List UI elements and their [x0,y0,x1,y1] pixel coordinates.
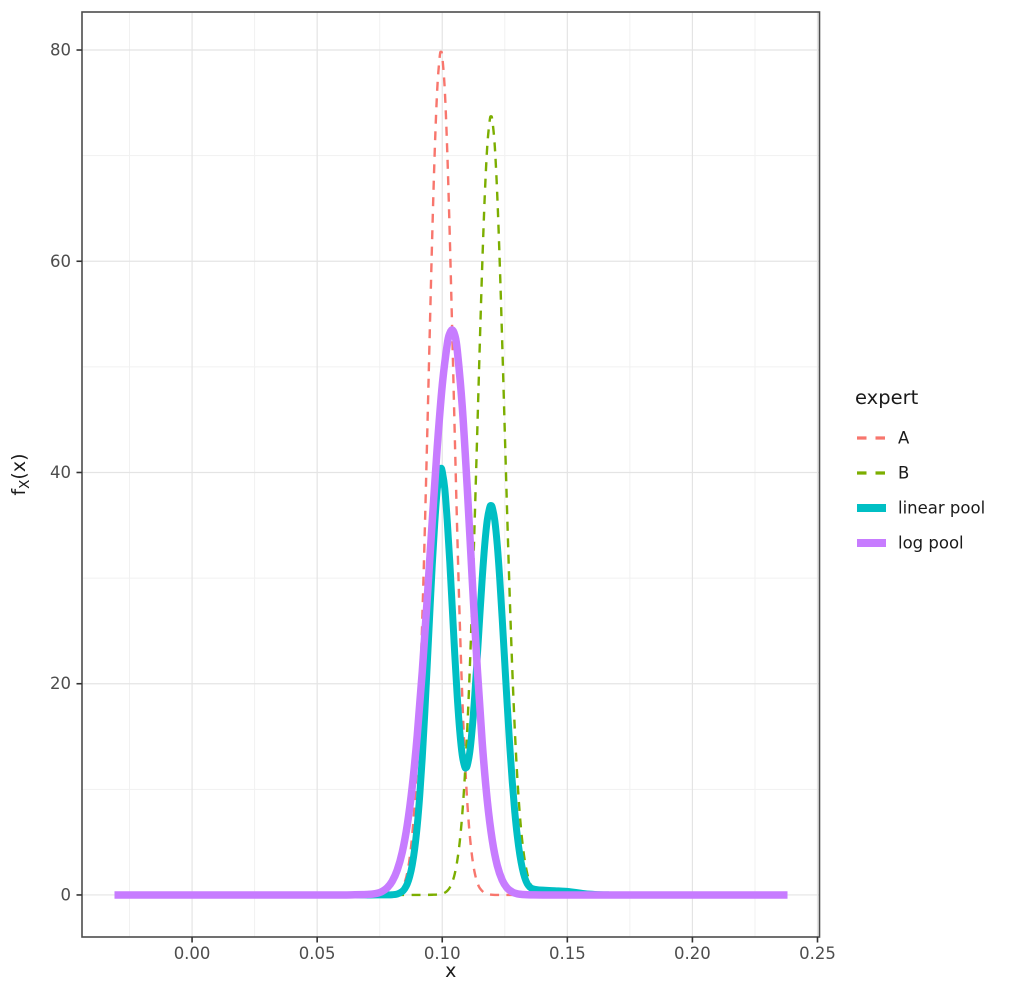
legend-item-log-pool: log pool [857,534,964,553]
legend-label-a: A [898,429,910,448]
legend-item-a: A [857,429,910,448]
x-tick-label: 0.20 [674,944,711,963]
y-tick-label: 20 [50,674,71,693]
series-line-linear-pool [114,464,788,899]
y-tick-label: 0 [61,885,72,904]
x-tick-label: 0.00 [174,944,211,963]
legend-label-linear-pool: linear pool [898,499,985,518]
series-line-log-pool [114,326,788,899]
panel-border [81,11,821,938]
y-tick-label: 80 [50,41,71,60]
x-tick-label: 0.25 [799,944,836,963]
plot-panel [82,12,820,937]
legend-title: expert [855,386,919,409]
y-axis-title: fX(x) [8,453,33,495]
series-line-b [114,115,788,897]
gridlines-minor [82,12,820,937]
y-axis-ticks [76,49,82,896]
y-tick-label: 40 [50,463,71,482]
legend-item-b: B [857,464,909,483]
gridlines-major [82,12,820,937]
x-axis-title: x [445,960,456,982]
x-tick-label: 0.10 [424,944,461,963]
legend-item-linear-pool: linear pool [857,499,985,518]
x-axis-ticks [191,937,819,943]
legend-label-b: B [898,464,909,483]
y-tick-label: 60 [50,252,71,271]
x-tick-label: 0.05 [299,944,336,963]
x-tick-label: 0.15 [549,944,586,963]
legend-label-log-pool: log pool [898,534,964,553]
